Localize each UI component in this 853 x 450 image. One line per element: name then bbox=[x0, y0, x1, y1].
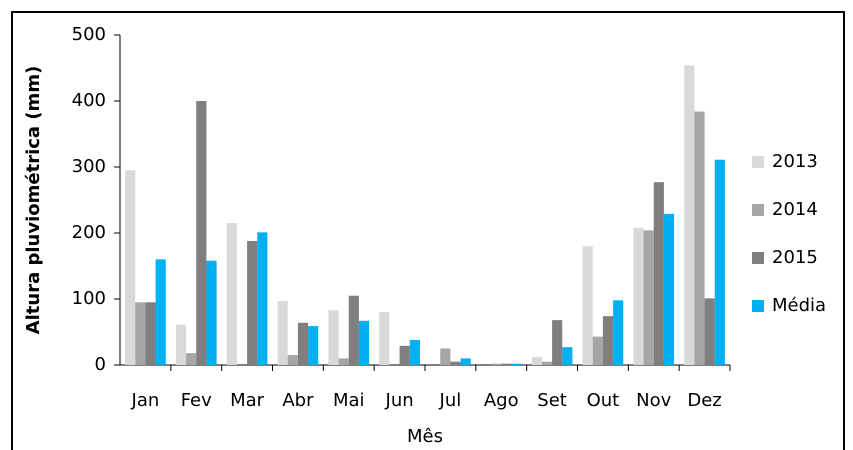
y-tick-label: 200 bbox=[72, 222, 106, 243]
bar bbox=[125, 170, 136, 365]
bar bbox=[328, 310, 339, 365]
bar bbox=[358, 320, 370, 365]
bar bbox=[602, 316, 614, 365]
y-axis-title: Altura pluviométrica (mm) bbox=[23, 66, 44, 335]
bar bbox=[714, 159, 725, 365]
bar bbox=[552, 320, 563, 365]
x-tick-label: Jan bbox=[131, 390, 160, 411]
legend-label: 2015 bbox=[772, 247, 818, 268]
bar bbox=[531, 357, 542, 365]
frame bbox=[11, 11, 845, 450]
bar bbox=[226, 223, 237, 365]
y-tick-label: 500 bbox=[72, 24, 106, 45]
y-tick-label: 300 bbox=[72, 156, 106, 177]
legend-swatch bbox=[752, 156, 764, 168]
bar bbox=[633, 227, 644, 365]
bar bbox=[440, 348, 451, 365]
x-tick-label: Jun bbox=[385, 390, 414, 411]
y-tick-label: 100 bbox=[72, 288, 106, 309]
x-tick-label: Fev bbox=[181, 390, 212, 411]
bar bbox=[399, 345, 410, 365]
legend-label: 2014 bbox=[772, 199, 818, 220]
bar bbox=[643, 230, 654, 365]
bar bbox=[501, 363, 512, 365]
bar bbox=[135, 302, 146, 365]
bar bbox=[155, 259, 166, 365]
bar bbox=[460, 358, 471, 365]
bar bbox=[582, 246, 593, 365]
x-tick-label: Abr bbox=[282, 390, 314, 411]
bar bbox=[694, 111, 705, 365]
x-tick-label: Ago bbox=[484, 390, 519, 411]
legend-swatch bbox=[752, 252, 764, 264]
bar bbox=[247, 240, 258, 365]
bar bbox=[257, 232, 268, 365]
bar bbox=[175, 324, 187, 365]
x-tick-label: Mai bbox=[333, 390, 365, 411]
x-axis-title: Mês bbox=[407, 426, 443, 447]
bar bbox=[592, 336, 603, 365]
y-tick-label: 400 bbox=[72, 90, 106, 111]
bar bbox=[206, 260, 217, 365]
bar bbox=[277, 300, 288, 365]
bar bbox=[653, 182, 664, 365]
x-tick-label: Jul bbox=[439, 390, 462, 411]
bar bbox=[379, 312, 390, 365]
bar bbox=[541, 361, 553, 365]
bar bbox=[562, 347, 573, 365]
x-tick-label: Set bbox=[537, 390, 567, 411]
bar bbox=[145, 302, 156, 365]
y-tick-label: 0 bbox=[95, 354, 106, 375]
legend-label: 2013 bbox=[772, 151, 818, 172]
bar bbox=[348, 295, 359, 365]
legend-swatch bbox=[752, 204, 764, 216]
bar bbox=[511, 363, 522, 365]
bar bbox=[491, 363, 502, 365]
bar bbox=[196, 101, 207, 365]
bar bbox=[409, 339, 420, 365]
legend-swatch bbox=[752, 300, 764, 312]
bar bbox=[613, 300, 624, 365]
bar bbox=[308, 326, 319, 365]
x-tick-label: Nov bbox=[636, 390, 671, 411]
bar bbox=[297, 322, 309, 365]
bar bbox=[663, 213, 675, 365]
bar bbox=[684, 65, 695, 366]
bar bbox=[287, 355, 298, 365]
x-tick-label: Out bbox=[587, 390, 620, 411]
bar bbox=[704, 298, 715, 365]
legend-label: Média bbox=[772, 295, 826, 316]
bar bbox=[186, 353, 197, 365]
bar bbox=[450, 361, 461, 365]
x-tick-label: Dez bbox=[687, 390, 721, 411]
x-tick-label: Mar bbox=[230, 390, 265, 411]
bar bbox=[338, 358, 349, 365]
